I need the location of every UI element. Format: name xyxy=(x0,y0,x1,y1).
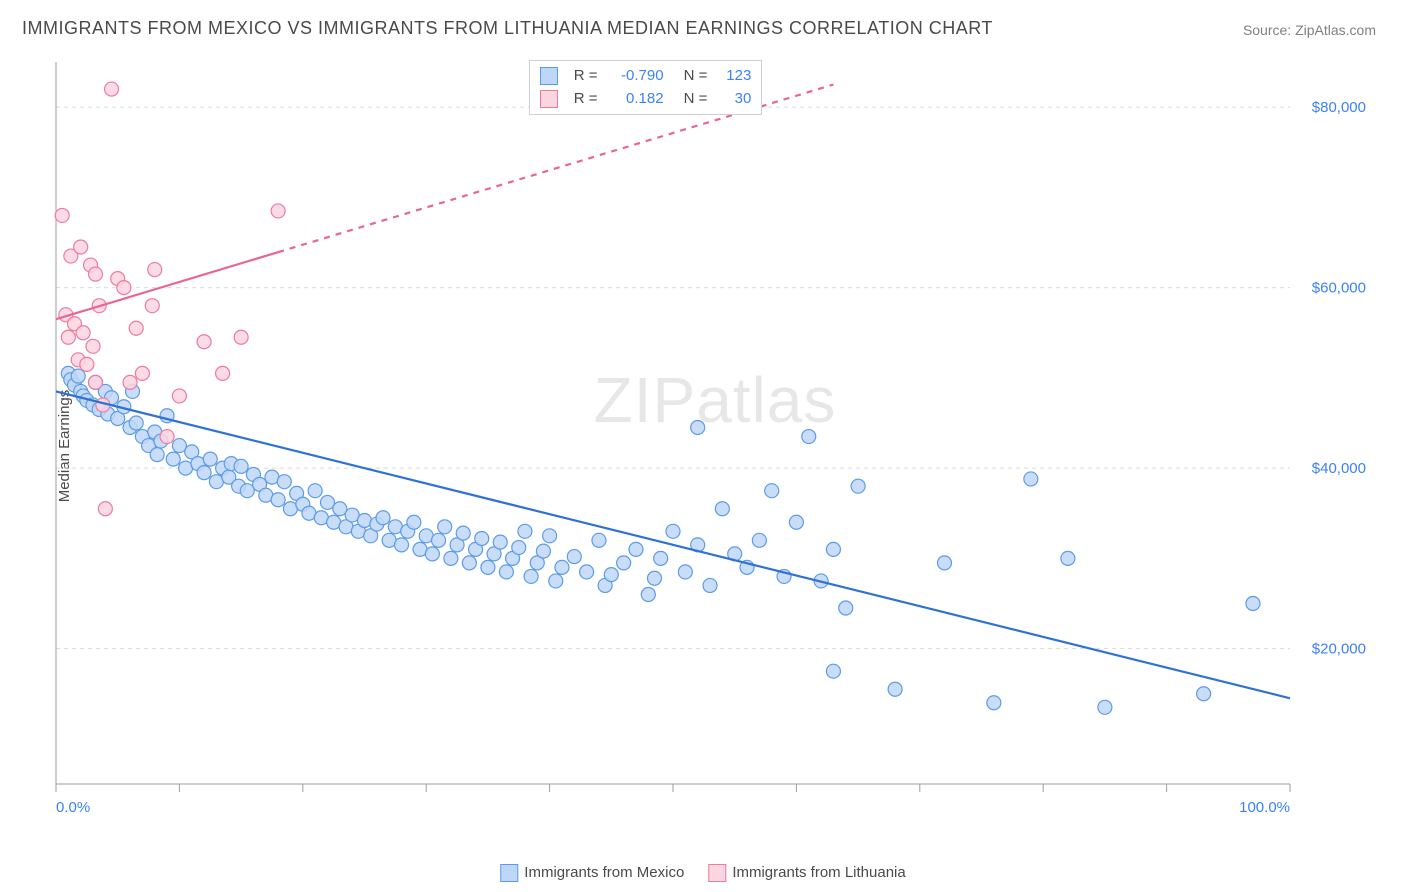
legend-swatch xyxy=(500,864,518,882)
svg-text:$40,000: $40,000 xyxy=(1312,460,1366,477)
r-value: 0.182 xyxy=(608,88,664,111)
n-label: N = xyxy=(684,88,708,111)
svg-text:$60,000: $60,000 xyxy=(1312,280,1366,297)
n-value: 123 xyxy=(717,65,751,88)
svg-text:100.0%: 100.0% xyxy=(1239,799,1290,816)
r-value: -0.790 xyxy=(608,65,664,88)
scatter-plot: $20,000 $40,000 $60,000 $80,000 0.0% 100.0% xyxy=(50,58,1380,818)
svg-text:$20,000: $20,000 xyxy=(1312,641,1366,658)
legend-swatch xyxy=(540,67,558,85)
n-label: N = xyxy=(684,65,708,88)
legend-item: Immigrants from Mexico xyxy=(500,864,684,882)
svg-text:$80,000: $80,000 xyxy=(1312,99,1366,116)
legend-swatch xyxy=(540,90,558,108)
legend-label: Immigrants from Lithuania xyxy=(732,864,905,881)
source-label: Source: ZipAtlas.com xyxy=(1243,22,1376,38)
correlation-legend: R = -0.790 N = 123 R = 0.182 N = 30 xyxy=(529,60,763,115)
chart-title: IMMIGRANTS FROM MEXICO VS IMMIGRANTS FRO… xyxy=(22,18,993,39)
correlation-legend-row: R = 0.182 N = 30 xyxy=(540,88,752,111)
series-legend: Immigrants from Mexico Immigrants from Li… xyxy=(500,864,905,882)
n-value: 30 xyxy=(717,88,751,111)
svg-text:0.0%: 0.0% xyxy=(56,799,90,816)
legend-label: Immigrants from Mexico xyxy=(524,864,684,881)
r-label: R = xyxy=(574,65,598,88)
correlation-legend-row: R = -0.790 N = 123 xyxy=(540,65,752,88)
r-label: R = xyxy=(574,88,598,111)
legend-item: Immigrants from Lithuania xyxy=(708,864,905,882)
legend-swatch xyxy=(708,864,726,882)
chart-area: $20,000$40,000$60,000$80,0000.0%100.0% Z… xyxy=(50,58,1380,818)
